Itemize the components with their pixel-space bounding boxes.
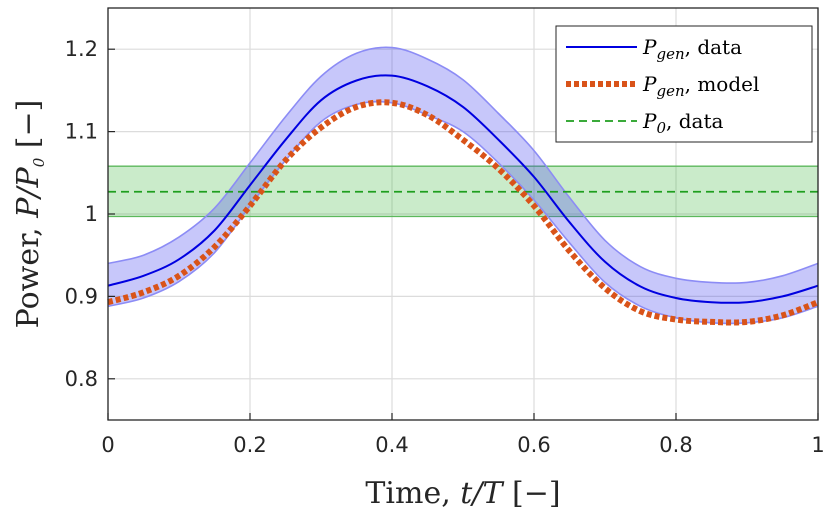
legend: Pgen, data Pgen, model P0, data: [555, 25, 813, 143]
y-axis-label-prefix: Power,: [11, 218, 46, 329]
legend-subscript: gen: [656, 82, 684, 100]
x-tick-label: 1: [811, 433, 824, 457]
gen-model-line: [107, 99, 820, 326]
gen-data-line: [107, 74, 819, 304]
legend-symbol: P: [642, 72, 657, 96]
ticks: 0 0.2 0.4 0.6 0.8 1 0.8 0.9 1 1.1 1.2: [65, 37, 825, 457]
x-tick-label: 0.2: [233, 433, 266, 457]
y-tick-label: 0.8: [65, 367, 98, 391]
y-axis-label-sub: 0: [30, 157, 48, 167]
x-tick-label: 0.6: [517, 433, 550, 457]
x-axis-label-suffix: [−]: [502, 476, 560, 511]
y-axis-label-suffix: [−]: [11, 100, 46, 158]
x-tick-label: 0.8: [659, 433, 692, 457]
y-axis-label-var: P/P: [11, 166, 46, 218]
gen-data-band-upper-edge: [107, 46, 819, 284]
legend-symbol: P: [642, 109, 657, 133]
legend-text: , data: [666, 109, 723, 133]
x-tick-label: 0: [101, 433, 114, 457]
x-axis-label-var: t/T: [460, 476, 504, 511]
legend-text: , data: [685, 35, 742, 59]
legend-label-gen-model: Pgen, model: [642, 72, 759, 100]
legend-text: , model: [685, 72, 760, 96]
y-tick-label: 1: [85, 202, 98, 226]
gen-data-band-lower-edge: [107, 100, 819, 325]
x-tick-label: 0.4: [375, 433, 408, 457]
y-axis-label: Power, P/P0 [−]: [11, 100, 48, 329]
y-tick-label: 0.9: [65, 284, 98, 308]
legend-symbol: P: [642, 35, 657, 59]
legend-subscript: gen: [656, 45, 684, 63]
y-tick-label: 1.2: [65, 37, 98, 61]
series-lines: [107, 74, 820, 326]
legend-subscript: 0: [656, 119, 666, 137]
y-tick-label: 1.1: [65, 120, 98, 144]
x-axis-label-prefix: Time,: [365, 476, 460, 511]
legend-label-gen-data: Pgen, data: [642, 35, 742, 63]
legend-label-p0-data: P0, data: [642, 109, 723, 137]
x-axis-label: Time, t/T [−]: [365, 476, 560, 511]
